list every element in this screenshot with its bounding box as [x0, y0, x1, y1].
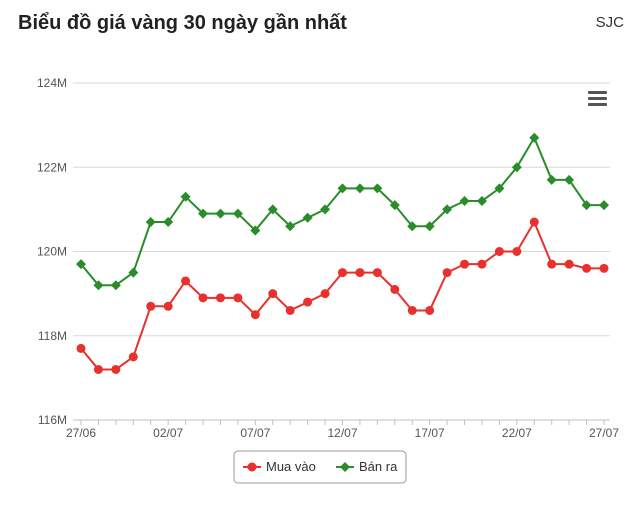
data-point: [477, 259, 487, 269]
data-point: [407, 305, 417, 315]
data-point: [476, 195, 487, 206]
data-point: [285, 305, 295, 315]
page-title: Biểu đồ giá vàng 30 ngày gần nhất: [18, 12, 347, 34]
y-tick-label: 118M: [38, 329, 67, 343]
brand-label: SJC: [595, 14, 624, 31]
data-point: [93, 364, 103, 374]
data-point: [494, 183, 505, 194]
data-point: [372, 183, 383, 194]
data-point: [582, 263, 592, 273]
data-point: [564, 174, 575, 185]
data-point: [338, 268, 347, 278]
series-line-1: [80, 219, 604, 371]
data-point: [390, 284, 400, 294]
data-point: [460, 259, 470, 269]
data-point: [320, 204, 331, 215]
legend-box: [233, 450, 407, 484]
data-point: [128, 352, 138, 362]
data-point: [355, 268, 365, 278]
legend: Mua vào Bán ra: [233, 450, 407, 484]
data-point: [180, 191, 191, 202]
data-point: [302, 212, 313, 223]
data-point: [128, 267, 139, 278]
data-point: [599, 200, 609, 211]
y-tick-label: 120M: [37, 245, 67, 259]
x-tick-label: 07/07: [240, 426, 270, 440]
data-point: [250, 310, 260, 320]
data-point: [163, 301, 173, 311]
data-point: [511, 162, 522, 173]
data-point: [285, 221, 296, 232]
data-point: [93, 280, 104, 291]
data-point: [76, 259, 86, 270]
data-point: [372, 268, 382, 278]
grid-lines: [73, 82, 610, 421]
x-tick-label: 12/07: [327, 426, 357, 440]
x-tick-label: 27/06: [66, 426, 96, 440]
data-point: [198, 208, 209, 219]
y-axis-ticks: 116M 118M 120M 122M 124M: [37, 76, 67, 427]
series-layer: [76, 132, 609, 374]
x-tick-label: 17/07: [415, 426, 445, 440]
data-point: [198, 293, 208, 303]
data-point: [215, 208, 226, 219]
x-tick-label: 22/07: [502, 426, 532, 440]
data-point: [547, 259, 557, 269]
data-point: [320, 289, 330, 299]
x-tick-label: 02/07: [153, 426, 183, 440]
data-point: [250, 225, 261, 236]
data-point: [512, 247, 522, 256]
legend-marker: [340, 462, 350, 472]
data-point: [529, 217, 539, 227]
y-tick-label: 122M: [37, 160, 67, 174]
data-point: [494, 247, 504, 256]
data-point: [442, 268, 452, 278]
data-point: [110, 280, 121, 291]
data-point: [564, 259, 574, 269]
data-point: [181, 276, 191, 286]
data-point: [425, 305, 435, 315]
legend-label: Mua vào: [266, 459, 316, 474]
data-point: [354, 183, 365, 194]
data-point: [581, 200, 592, 211]
data-point: [145, 217, 156, 228]
data-point: [303, 297, 313, 307]
data-point: [215, 293, 225, 303]
data-point: [529, 132, 540, 143]
data-point: [76, 343, 86, 353]
data-point: [337, 183, 348, 194]
data-point: [267, 204, 278, 215]
data-point: [268, 289, 278, 299]
legend-label: Bán ra: [359, 459, 398, 474]
y-tick-label: 116M: [38, 413, 67, 427]
x-axis: 27/06 02/07 07/07 12/07 17/07 22/07 27/07: [66, 420, 619, 440]
data-point: [424, 221, 435, 232]
data-point: [459, 195, 470, 206]
data-point: [111, 364, 121, 374]
x-tick-label: 27/07: [589, 426, 619, 440]
chart-header: Biểu đồ giá vàng 30 ngày gần nhất SJC: [0, 0, 640, 50]
legend-marker: [247, 462, 257, 472]
data-point: [546, 174, 557, 185]
data-point: [599, 263, 609, 273]
data-point: [442, 204, 453, 215]
hamburger-menu-icon[interactable]: [586, 88, 608, 110]
data-point: [389, 200, 400, 211]
data-point: [232, 208, 243, 219]
data-point: [146, 301, 156, 311]
data-point: [233, 293, 243, 303]
series-line-2: [80, 135, 604, 287]
y-tick-label: 124M: [37, 76, 67, 90]
data-point: [407, 221, 418, 232]
data-point: [163, 217, 174, 228]
